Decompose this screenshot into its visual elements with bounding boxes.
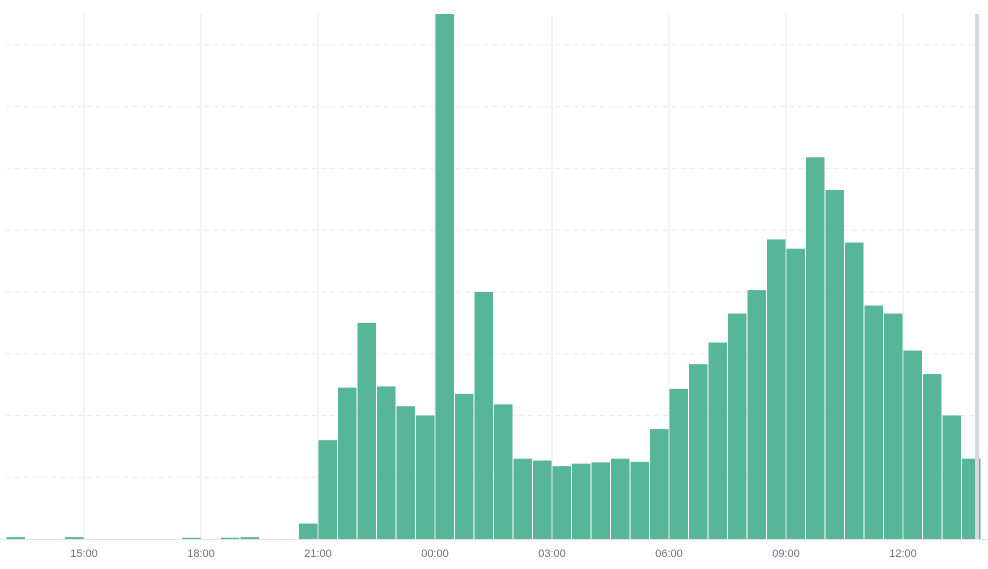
x-tick-label: 12:00 [889,548,917,560]
histogram-bar[interactable] [6,537,26,539]
histogram-bar[interactable] [318,440,338,539]
histogram-bar[interactable] [747,290,767,539]
histogram-bar[interactable] [630,461,650,539]
histogram-bar[interactable] [221,537,240,539]
histogram-bar[interactable] [767,239,786,540]
histogram-bar[interactable] [942,415,962,539]
histogram-bar[interactable] [455,393,474,539]
histogram-bar[interactable] [611,458,630,539]
x-tick-label: 21:00 [304,548,332,560]
histogram-bar[interactable] [416,415,435,539]
histogram-bar[interactable] [591,462,611,539]
x-tick-labels: 15:00 18:00 21:00 00:00 03:00 06:00 09:00 12:00 [70,548,917,560]
range-end-marker [975,14,979,539]
histogram-bar[interactable] [845,242,864,539]
x-tick-label: 00:00 [421,548,449,560]
histogram-bar[interactable] [513,458,533,539]
x-tick-label: 06:00 [655,548,683,560]
histogram-bar[interactable] [708,342,728,539]
histogram-bar[interactable] [806,157,825,539]
histogram-bar[interactable] [396,406,416,539]
histogram-bar[interactable] [65,537,84,539]
histogram-bar[interactable] [650,429,669,539]
histogram-bar[interactable] [435,14,455,539]
histogram-bar[interactable] [923,374,942,539]
x-tick-label: 09:00 [772,548,800,560]
histogram-bar[interactable] [377,386,396,539]
histogram-bar[interactable] [786,248,806,540]
histogram-bar[interactable] [357,322,377,539]
x-tick-label: 03:00 [538,548,566,560]
histogram-bar[interactable] [669,388,689,539]
grid-lines [6,14,977,539]
histogram-bar[interactable] [494,404,513,539]
histogram-bar[interactable] [864,305,884,539]
bar-series [6,14,981,540]
x-tick-label: 15:00 [70,548,98,560]
histogram-bar[interactable] [299,523,318,539]
histogram-bar[interactable] [533,460,552,539]
histogram-bar[interactable] [474,291,494,539]
histogram-bar[interactable] [552,466,572,539]
histogram-bar[interactable] [689,364,708,539]
histogram-bar[interactable] [338,387,357,539]
histogram-bar[interactable] [884,313,903,539]
histogram-bar[interactable] [728,313,747,539]
x-tick-label: 18:00 [187,548,215,560]
x-axis [0,14,988,540]
histogram-bar[interactable] [182,537,201,539]
histogram-bar[interactable] [240,537,260,539]
histogram-bar[interactable] [903,350,923,539]
histogram-bar[interactable] [825,190,845,539]
histogram-bar[interactable] [572,463,591,539]
